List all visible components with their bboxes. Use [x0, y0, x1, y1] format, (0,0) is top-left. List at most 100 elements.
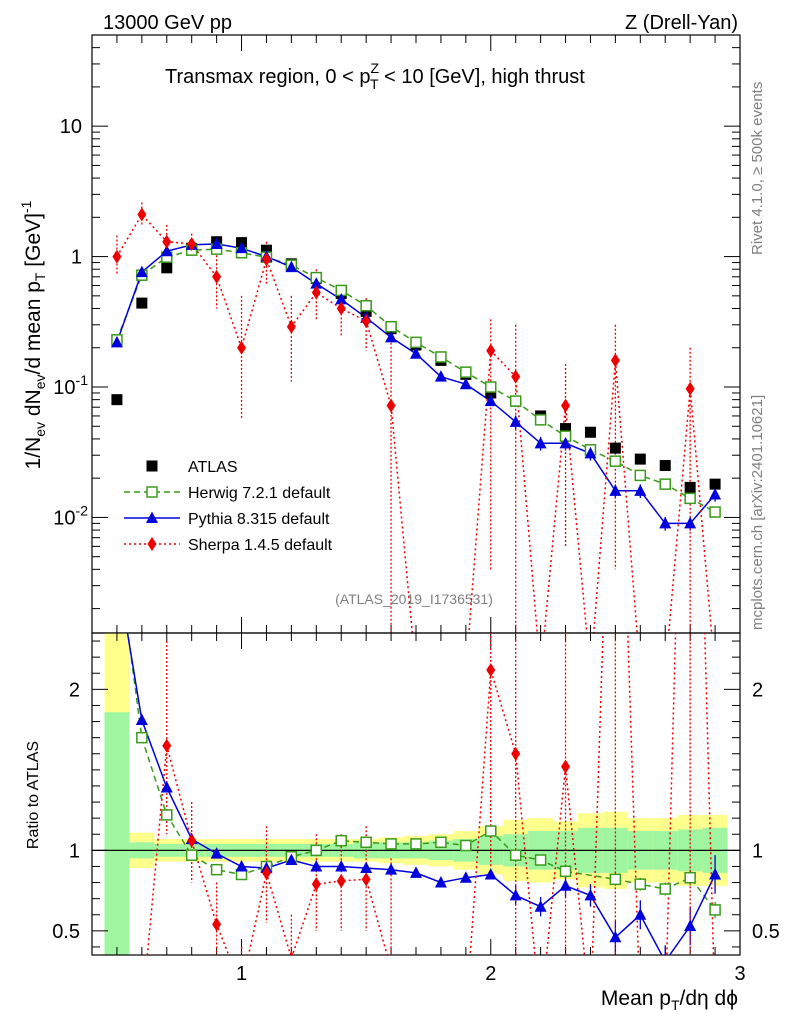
triangle-ratio-marker	[459, 871, 472, 883]
triangle-marker	[135, 265, 148, 278]
triangle-marker	[684, 516, 697, 529]
open-square-ratio-marker	[634, 878, 647, 890]
diamond-ratio-marker	[311, 877, 321, 892]
square-marker	[634, 453, 646, 465]
diamond-ratio-marker	[261, 865, 271, 880]
triangle-ratio-marker	[684, 919, 697, 932]
ratio-x-tick-label: 2	[485, 963, 496, 985]
legend-label: Pythia 8.315 default	[188, 511, 330, 528]
triangle-ratio-marker	[584, 888, 597, 901]
triangle-ratio-marker	[310, 859, 323, 872]
diamond-marker	[137, 207, 147, 222]
triangle-marker	[335, 292, 348, 305]
ratio-y-tick-label: 0.5	[52, 921, 80, 943]
diamond-marker	[361, 314, 371, 329]
legend-label: ATLAS	[188, 459, 238, 476]
open-square-ratio-marker	[659, 883, 671, 895]
triangle-marker	[659, 516, 672, 529]
legend: ATLAS Herwig 7.2.1 default Pythia 8.315 de…	[124, 459, 333, 554]
square-marker	[485, 387, 497, 399]
diamond-marker	[162, 234, 172, 249]
triangle-ratio-marker	[210, 847, 223, 859]
rivet-label: Rivet 4.1.0, ≥ 500k events	[749, 82, 766, 255]
main-y-tick-label: 10	[60, 116, 82, 138]
triangle-ratio-marker	[235, 859, 248, 872]
triangle-ratio-marker	[160, 781, 173, 793]
square-marker	[659, 460, 671, 472]
open-square-ratio-marker	[609, 873, 622, 886]
diamond-ratio-marker	[361, 872, 371, 887]
ratio-y-tick-label-right: 2	[752, 679, 763, 701]
open-square-ratio-marker	[161, 809, 173, 821]
triangle-ratio-marker	[385, 863, 398, 875]
triangle-marker	[609, 484, 622, 496]
legend-item: Sherpa 1.4.5 default	[124, 537, 333, 554]
square-marker	[161, 262, 173, 274]
open-square-ratio-marker	[310, 844, 323, 857]
open-square-marker	[609, 455, 622, 467]
ratio-panel: 1 2 3 0.5 0.5 1 1 2 2 Ratio to ATLAS Mean pT/dη …	[25, 87, 780, 1013]
triangle-ratio-marker	[509, 888, 522, 901]
diamond-ratio-marker	[611, 248, 620, 262]
diamond-ratio-marker	[288, 951, 294, 955]
ratio-y-tick-label: 1	[69, 840, 80, 862]
header-left: 13000 GeV pp	[103, 12, 232, 34]
triangle-ratio-marker	[335, 859, 348, 872]
main-y-label-text: 1/Nev dNev/d mean pT [GeV]-1	[18, 200, 48, 469]
diamond-ratio-marker	[212, 917, 222, 932]
diamond-marker	[685, 381, 695, 396]
triangle-ratio-marker	[410, 866, 422, 878]
main-axes: 10-2 10-1 1 10	[53, 34, 741, 633]
main-markers	[110, 207, 722, 529]
open-square-ratio-marker	[210, 863, 223, 876]
main-y-tick-label: 1	[71, 247, 82, 269]
diamond-marker	[261, 252, 271, 267]
diamond-marker	[511, 369, 521, 384]
triangle-ratio-marker	[484, 868, 497, 880]
diamond-legend-marker	[147, 537, 157, 551]
triangle-marker	[385, 330, 398, 343]
diamond-marker	[311, 285, 321, 300]
mcplots-label: mcplots.cern.ch [arXiv:2401.10621]	[749, 395, 766, 630]
triangle-marker	[509, 415, 522, 427]
square-marker	[136, 297, 148, 309]
ratio-y-tick-label-right: 0.5	[752, 921, 780, 943]
diamond-marker	[386, 398, 396, 413]
diamond-marker	[561, 398, 571, 413]
ratio-y-tick-label: 2	[69, 679, 80, 701]
open-square-ratio-marker	[185, 849, 198, 861]
triangle-marker	[534, 436, 547, 449]
x-axis-label: Mean pT/dη dϕ	[601, 987, 738, 1013]
triangle-marker	[709, 487, 722, 500]
open-square-marker	[460, 366, 472, 378]
ratio-x-tick-label: 1	[236, 963, 247, 985]
main-y-tick-label: 10-1	[53, 372, 88, 399]
triangle-marker	[310, 277, 323, 289]
legend-item: ATLAS	[146, 459, 238, 476]
open-square-marker	[485, 381, 497, 393]
open-square-ratio-marker	[485, 825, 497, 837]
open-square-marker	[360, 299, 372, 312]
region-title: Transmax region, 0 < pZ T < 10 [GeV], hig…	[165, 60, 585, 92]
ratio-y-label: Ratio to ATLAS	[25, 741, 42, 849]
triangle-marker	[160, 244, 173, 257]
triangle-marker	[410, 347, 422, 359]
open-square-ratio-marker	[335, 834, 347, 847]
open-square-ratio-marker	[534, 854, 547, 866]
triangle-ratio-marker	[360, 861, 373, 874]
ratio-x-tick-label: 3	[734, 963, 745, 985]
diamond-marker	[486, 343, 496, 358]
diamond-ratio-marker	[686, 87, 695, 101]
diamond-ratio-marker	[561, 759, 571, 774]
diamond-ratio-marker	[486, 663, 496, 678]
triangle-ratio-marker	[111, 562, 123, 574]
open-square-ratio-marker	[435, 836, 447, 849]
triangle-ratio-marker	[665, 954, 666, 955]
uncertainty-bands	[104, 633, 728, 955]
diamond-ratio-marker	[162, 738, 172, 753]
analysis-watermark: (ATLAS_2019_I1736531)	[335, 591, 493, 607]
main-y-tick-label: 10-2	[53, 502, 88, 529]
triangle-ratio-marker	[135, 713, 148, 725]
open-square-ratio-marker	[509, 849, 522, 861]
